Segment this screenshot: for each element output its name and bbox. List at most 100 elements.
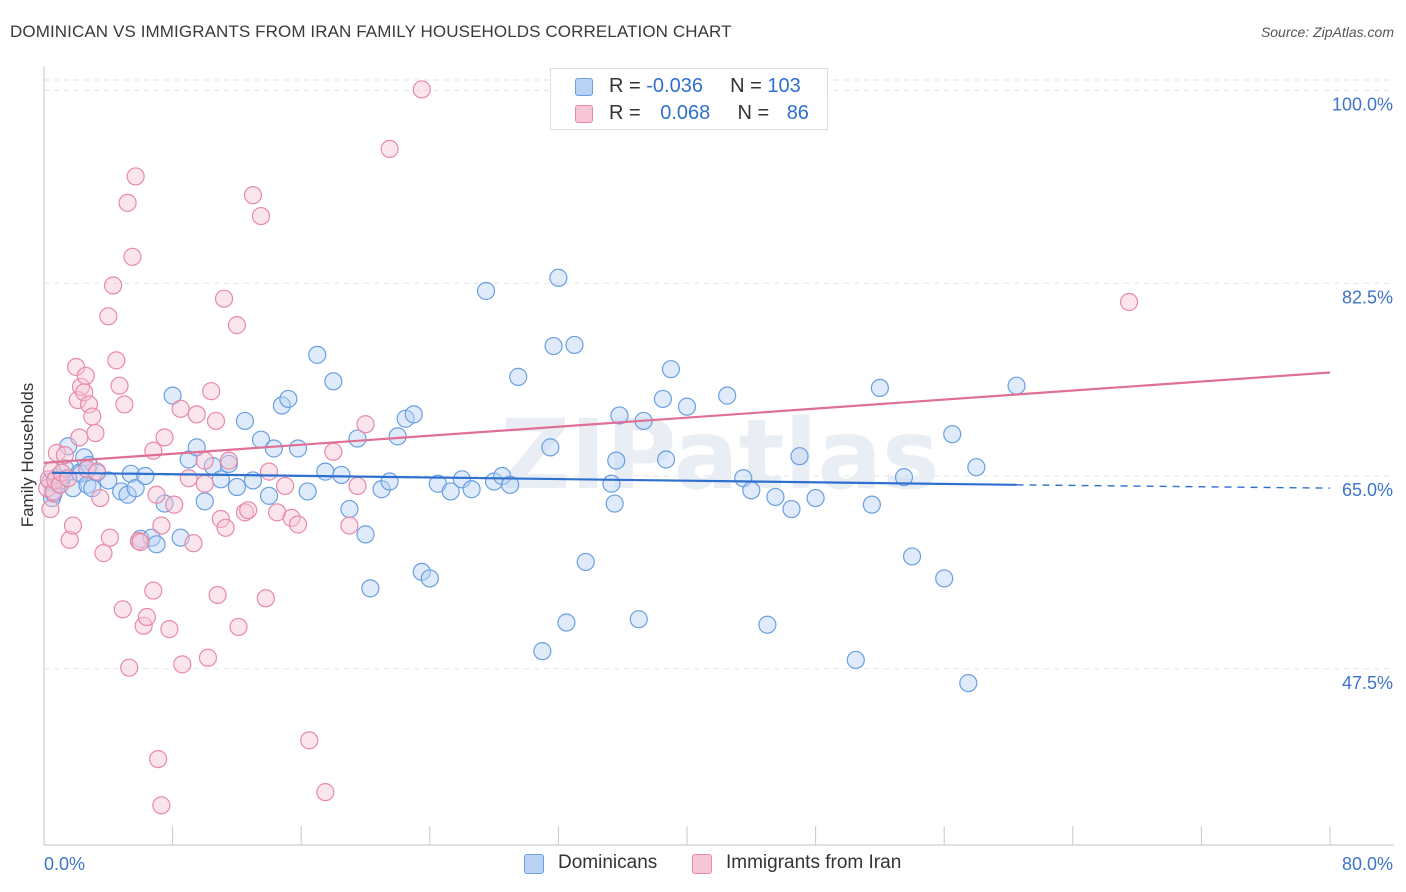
dominicans-point-94 bbox=[862, 495, 881, 514]
dominicans-point-99 bbox=[943, 425, 962, 444]
iran-point-56 bbox=[259, 462, 279, 481]
iran-point-75 bbox=[208, 585, 227, 605]
dominicans-point-44 bbox=[308, 345, 327, 364]
iran-point-44 bbox=[179, 469, 198, 488]
y-axis-label: Family Households bbox=[18, 382, 37, 528]
iran-point-21 bbox=[83, 407, 102, 426]
dominicans-point-100 bbox=[959, 673, 978, 693]
iran-point-61 bbox=[300, 731, 319, 750]
iran-point-47 bbox=[202, 382, 221, 401]
dominicans-point-20 bbox=[126, 479, 145, 498]
iran-point-78 bbox=[113, 600, 132, 619]
iran-point-59 bbox=[282, 508, 301, 527]
dominicans-point-70 bbox=[544, 336, 563, 356]
iran-point-45 bbox=[187, 405, 206, 424]
dominicans-point-24 bbox=[147, 535, 166, 554]
dominicans-point-96 bbox=[894, 468, 914, 487]
dominicans-point-60 bbox=[441, 482, 460, 501]
legend-label: Dominicans bbox=[558, 852, 658, 873]
iran-point-76 bbox=[120, 658, 139, 677]
series-iran-points bbox=[38, 80, 1139, 815]
dominicans-point-47 bbox=[332, 465, 351, 485]
dominicans-point-50 bbox=[356, 525, 375, 544]
dominicans-point-49 bbox=[348, 429, 367, 448]
iran-point-41 bbox=[160, 620, 179, 639]
dominicans-point-97 bbox=[902, 547, 922, 566]
y-tick-label-0: 47.5% bbox=[1342, 673, 1393, 693]
dominicans-point-35 bbox=[235, 411, 255, 431]
iran-point-46 bbox=[195, 474, 214, 493]
dominicans-point-89 bbox=[766, 487, 785, 507]
y-tick-label-2: 82.5% bbox=[1342, 287, 1393, 307]
dominicans-point-41 bbox=[279, 389, 298, 409]
iran-legend-swatch bbox=[692, 854, 712, 874]
dominicans-point-53 bbox=[380, 472, 399, 491]
iran-point-69 bbox=[195, 451, 214, 470]
iran-point-77 bbox=[144, 581, 163, 600]
r-label: R = bbox=[609, 75, 647, 97]
dominicans-point-40 bbox=[272, 396, 292, 415]
dominicans-point-77 bbox=[607, 451, 626, 470]
iran-point-73 bbox=[149, 749, 168, 769]
n-value: 86 bbox=[786, 102, 809, 124]
dominicans-point-39 bbox=[264, 439, 283, 458]
dominicans-point-48 bbox=[340, 499, 359, 519]
iran-point-52 bbox=[235, 503, 255, 522]
iran-point-53 bbox=[239, 501, 258, 520]
tick-labels: 47.5% 65.0% 82.5% 100.0% 0.0% 80.0% bbox=[44, 95, 1393, 874]
iran-point-12 bbox=[63, 516, 83, 535]
iran-point-80 bbox=[94, 544, 113, 563]
iran-point-26 bbox=[104, 276, 123, 295]
iran-point-68 bbox=[412, 80, 431, 99]
dominicans-point-26 bbox=[163, 386, 182, 405]
dominicans-point-32 bbox=[211, 470, 230, 489]
iran-point-38 bbox=[147, 485, 166, 504]
iran-point-34 bbox=[131, 533, 150, 552]
iran-point-36 bbox=[137, 607, 156, 627]
dominicans-point-58 bbox=[420, 569, 439, 588]
iran-point-30 bbox=[118, 193, 137, 212]
dominicans-point-79 bbox=[629, 610, 648, 629]
dominicans-point-38 bbox=[259, 486, 279, 505]
dominicans-point-34 bbox=[227, 477, 246, 497]
dominicans-point-102 bbox=[1007, 376, 1026, 395]
dominicans-point-69 bbox=[541, 438, 560, 457]
iran-point-49 bbox=[211, 509, 230, 529]
dominicans-point-81 bbox=[657, 450, 676, 469]
dominicans-point-90 bbox=[782, 499, 801, 519]
dominicans-point-93 bbox=[846, 650, 865, 670]
x-tick-label-min: 0.0% bbox=[44, 854, 85, 874]
iran-point-63 bbox=[324, 442, 343, 461]
r-value: 0.068 bbox=[660, 102, 711, 124]
legend-label: Immigrants from Iran bbox=[726, 852, 902, 873]
iran-point-27 bbox=[107, 351, 126, 370]
iran-point-28 bbox=[110, 376, 129, 395]
iran-point-43 bbox=[171, 399, 190, 418]
iran-point-54 bbox=[243, 186, 263, 205]
r-label: R = bbox=[609, 102, 647, 124]
iran-swatch bbox=[575, 105, 593, 123]
dominicans-point-87 bbox=[742, 481, 761, 500]
dominicans-point-68 bbox=[533, 642, 552, 661]
dominicans-point-88 bbox=[758, 615, 777, 634]
dominicans-point-101 bbox=[967, 458, 986, 477]
chart-title: DOMINICAN VS IMMIGRANTS FROM IRAN FAMILY… bbox=[10, 22, 732, 41]
dominicans-point-56 bbox=[404, 405, 423, 424]
dominicans-point-95 bbox=[870, 378, 890, 398]
dominicans-swatch bbox=[575, 78, 593, 96]
iran-point-16 bbox=[71, 377, 91, 396]
axes bbox=[43, 66, 1394, 846]
trend-lines bbox=[43, 371, 1331, 489]
x-tick-label-max: 80.0% bbox=[1342, 854, 1393, 874]
iran-point-71 bbox=[198, 648, 218, 667]
source-credit: Source: ZipAtlas.com bbox=[1260, 24, 1394, 40]
iran-point-79 bbox=[100, 528, 120, 547]
dominicans-point-54 bbox=[388, 427, 407, 446]
iran-point-85 bbox=[1119, 292, 1139, 312]
iran-point-70 bbox=[173, 655, 192, 674]
iran-point-11 bbox=[60, 530, 79, 550]
dominicans-point-84 bbox=[677, 397, 697, 416]
iran-trend-line bbox=[43, 371, 1331, 464]
iran-point-15 bbox=[70, 428, 89, 447]
series-dominicans-points bbox=[41, 268, 1026, 693]
